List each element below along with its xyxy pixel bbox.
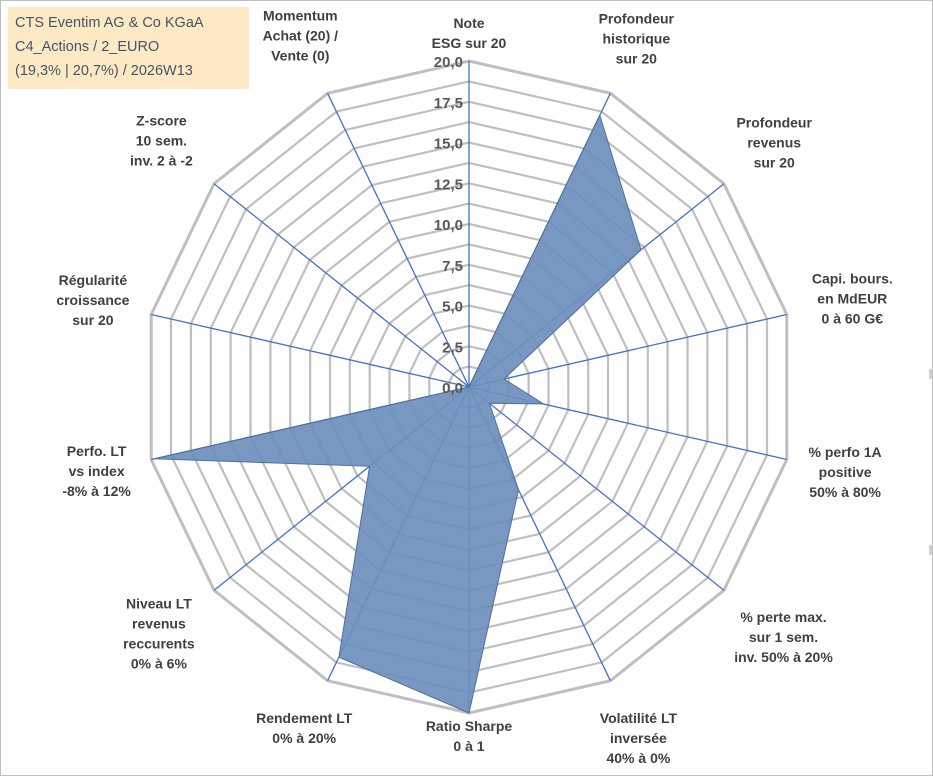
radar-axis-label-9-line-0: Niveau LT	[126, 595, 192, 611]
radar-axis-label-13: Momentum Achat (20) / Vente (0)	[263, 8, 339, 64]
radar-axis-label-5-line-1: sur 1 sem.	[749, 629, 818, 645]
radar-axis-label-12-line-0: Z-score	[136, 113, 187, 129]
radar-axis-label-1-line-0: Profondeur	[599, 11, 675, 27]
radar-axis-label-2: Profondeur revenus sur 20	[736, 115, 812, 171]
chart-title-company: CTS Eventim AG & Co KGaA	[15, 15, 204, 31]
radar-axis-label-13-line-1: Achat (20) /	[263, 28, 339, 44]
radar-axis-label-3-line-0: Capi. bours.	[812, 271, 893, 287]
radar-axis-label-9-line-3: 0% à 6%	[131, 655, 188, 671]
radar-axis-label-6-line-1: inversée	[610, 730, 667, 746]
radar-tick-label-5: 12,5	[434, 176, 463, 193]
radar-axis-label-6: Volatilité LT inversée 40% à 0%	[600, 710, 678, 766]
radar-axis-label-1-line-1: historique	[602, 31, 670, 47]
radar-axis-label-4-line-1: positive	[819, 464, 872, 480]
radar-axis-labels: Note ESG sur 20 Profondeur historique sur 20…	[56, 8, 892, 766]
radar-axis-label-9-line-1: revenus	[132, 615, 186, 631]
radar-axis-label-7: Ratio Sharpe 0 à 1	[426, 718, 513, 754]
radar-axis-label-11: Régularité croissance sur 20	[56, 272, 129, 328]
radar-axis-label-13-line-2: Vente (0)	[271, 48, 329, 64]
radar-tick-label-3: 7,5	[442, 258, 463, 275]
radar-axis-label-13-line-0: Momentum	[263, 8, 338, 24]
radar-axis-label-8: Rendement LT 0% à 20%	[256, 710, 353, 746]
radar-series	[154, 113, 642, 714]
radar-axis-label-4-line-0: % perfo 1A	[809, 444, 882, 460]
radar-axis-label-10-line-2: -8% à 12%	[62, 483, 131, 499]
radar-tick-labels: 0,0 2,5 5,0 7,5 10,0 12,5 15,0 17,5 20,0	[434, 54, 463, 397]
radar-axis-label-2-line-0: Profondeur	[736, 115, 812, 131]
radar-axis-label-9: Niveau LT revenus reccurents 0% à 6%	[123, 595, 195, 671]
radar-axis-label-10-line-1: vs index	[69, 463, 125, 479]
radar-spoke-12	[213, 183, 470, 388]
scroll-marker-upper	[929, 369, 932, 379]
radar-tick-label-0: 0,0	[442, 380, 463, 397]
radar-axis-label-7-line-0: Ratio Sharpe	[426, 718, 513, 734]
radar-axis-label-7-line-1: 0 à 1	[453, 738, 484, 754]
radar-axis-label-11-line-1: croissance	[56, 292, 129, 308]
radar-spoke-5	[468, 386, 725, 591]
radar-axis-label-1: Profondeur historique sur 20	[599, 11, 675, 67]
scroll-marker-lower	[929, 545, 932, 555]
radar-axis-label-0-line-0: Note	[453, 15, 484, 31]
radar-axis-label-5: % perte max. sur 1 sem. inv. 50% à 20%	[734, 609, 833, 665]
radar-axis-label-3-line-2: 0 à 60 G€	[822, 311, 884, 327]
radar-tick-label-6: 15,0	[434, 136, 463, 153]
radar-axis-label-12-line-1: 10 sem.	[136, 133, 187, 149]
radar-axis-label-10: Perfo. LT vs index -8% à 12%	[62, 443, 131, 499]
radar-axis-label-2-line-1: revenus	[747, 135, 801, 151]
radar-axis-label-6-line-0: Volatilité LT	[600, 710, 678, 726]
radar-spoke-13	[327, 93, 470, 388]
radar-tick-label-4: 10,0	[434, 217, 463, 234]
radar-axis-label-1-line-2: sur 20	[616, 51, 657, 67]
chart-title-box: CTS Eventim AG & Co KGaA C4_Actions / 2_…	[8, 7, 249, 89]
radar-tick-label-2: 5,0	[442, 299, 463, 316]
radar-axis-label-12: Z-score 10 sem. inv. 2 à -2	[130, 113, 193, 169]
radar-axis-label-3: Capi. bours. en MdEUR 0 à 60 G€	[812, 271, 893, 327]
radar-axis-label-0-line-1: ESG sur 20	[432, 35, 507, 51]
radar-axis-label-4: % perfo 1A positive 50% à 80%	[809, 444, 882, 500]
radar-axis-label-12-line-2: inv. 2 à -2	[130, 153, 193, 169]
radar-axis-label-11-line-0: Régularité	[59, 272, 128, 288]
radar-axis-label-4-line-2: 50% à 80%	[809, 484, 881, 500]
radar-axis-label-3-line-1: en MdEUR	[817, 291, 887, 307]
radar-axis-label-5-line-2: inv. 50% à 20%	[734, 649, 833, 665]
radar-axis-label-5-line-0: % perte max.	[740, 609, 826, 625]
radar-axis-label-2-line-2: sur 20	[754, 155, 795, 171]
radar-axis-label-11-line-2: sur 20	[72, 312, 113, 328]
radar-spoke-11	[151, 313, 470, 388]
radar-axis-label-9-line-2: reccurents	[123, 635, 195, 651]
radar-tick-label-1: 2,5	[442, 339, 463, 356]
radar-axis-label-6-line-2: 40% à 0%	[606, 750, 670, 766]
radar-axis-label-8-line-0: Rendement LT	[256, 710, 353, 726]
radar-tick-label-8: 20,0	[434, 54, 463, 71]
radar-axis-label-8-line-1: 0% à 20%	[272, 730, 336, 746]
radar-spoke-3	[468, 313, 787, 388]
chart-title-category: C4_Actions / 2_EURO	[15, 39, 160, 55]
chart-title-period: (19,3% | 20,7%) / 2026W13	[15, 63, 193, 79]
radar-tick-label-7: 17,5	[434, 95, 463, 112]
radar-series-area-0	[154, 113, 642, 714]
radar-axis-label-0: Note ESG sur 20	[432, 15, 507, 51]
radar-axis-label-10-line-0: Perfo. LT	[67, 443, 127, 459]
